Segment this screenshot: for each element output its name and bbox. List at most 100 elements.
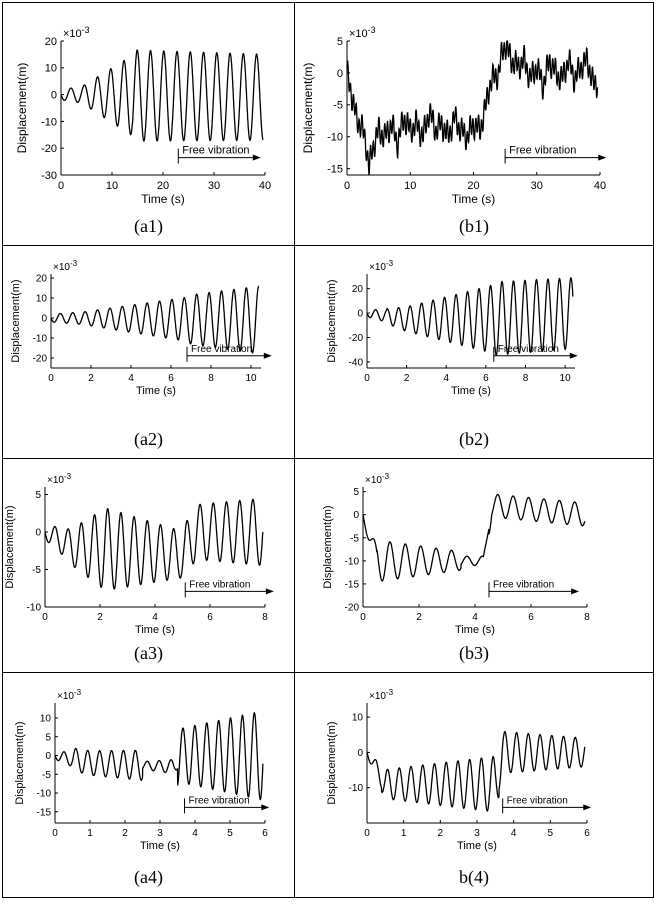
exponent-value: -3 xyxy=(70,259,78,268)
panel-b2: (b2) 0 2 4 6 8 10 -40 -20 0 20 ×10-3 Time (s) Displac… xyxy=(295,246,653,459)
exponent-value: -3 xyxy=(82,25,90,35)
chart-b3: 0 2 4 6 8 -20 -15 -10 -5 0 5 ×10-3 Time (s) Displacem… xyxy=(322,472,590,636)
y-tick-label: 10 xyxy=(45,63,57,75)
chart-a2: 0 2 4 6 8 10 -20 -10 0 10 20 ×10-3 Time (s) Displacem… xyxy=(10,259,272,397)
panel-caption: (a4) xyxy=(134,867,163,887)
x-tick-label: 4 xyxy=(511,828,517,839)
panel-a2: (a2) 0 2 4 6 8 10 -20 -10 0 10 20 ×10-3 Time (s) Displ… xyxy=(3,246,295,459)
panel-caption: b(4) xyxy=(459,867,489,887)
chart-a4: 0 1 2 3 4 5 6 -15 -10 -5 0 5 10 ×10-3 Time (s) Displace… xyxy=(14,688,270,852)
panel-caption: (a2) xyxy=(134,429,163,449)
x-tick-label: 4 xyxy=(152,612,158,623)
x-tick-label: 20 xyxy=(467,180,479,192)
exponent-value: -3 xyxy=(368,25,376,35)
figure-grid: (a1) 0 10 20 30 40 -30 -20 -10 0 10 20 ×10-3 Time (s)… xyxy=(2,2,654,898)
x-tick-label: 10 xyxy=(560,373,572,384)
axis-exponent: ×10-3 xyxy=(349,25,376,40)
y-tick-label: 10 xyxy=(352,713,364,724)
exponent-value: -3 xyxy=(386,259,394,268)
panel-a1: (a1) 0 10 20 30 40 -30 -20 -10 0 10 20 ×10-3 Time (s)… xyxy=(3,3,295,246)
free-vibration-label: Free vibration xyxy=(191,344,252,355)
y-axis-label: Displacement(m) xyxy=(301,63,315,154)
x-tick-label: 30 xyxy=(208,180,220,192)
panel-caption: (b2) xyxy=(459,429,489,449)
y-tick-label: -10 xyxy=(327,132,343,144)
x-tick-label: 2 xyxy=(438,828,444,839)
y-tick-label: -10 xyxy=(37,789,52,800)
y-tick-label: 0 xyxy=(353,510,359,521)
y-axis-label: Displacement(m) xyxy=(322,505,334,588)
x-tick-label: 40 xyxy=(594,180,606,192)
displacement-series-line xyxy=(366,731,586,812)
axis-exponent: ×10-3 xyxy=(63,25,90,40)
y-tick-label: -20 xyxy=(41,143,57,155)
y-axis-label: Displacement(m) xyxy=(326,721,338,804)
y-tick-label: -40 xyxy=(349,357,364,368)
axis-exponent: ×10-3 xyxy=(365,472,390,486)
x-axis-label: Time (s) xyxy=(140,840,180,852)
x-tick-label: 0 xyxy=(344,180,350,192)
y-tick-label: 0 xyxy=(357,748,363,759)
x-tick-label: 4 xyxy=(472,612,478,623)
axis-exponent: ×10-3 xyxy=(47,472,72,486)
displacement-series-line xyxy=(50,285,260,354)
x-axis-label: Time (s) xyxy=(457,840,497,852)
y-tick-label: 0 xyxy=(35,528,41,539)
x-axis-label: Time (s) xyxy=(452,192,496,206)
y-tick-label: 0 xyxy=(41,314,47,325)
arrow-head-icon xyxy=(569,352,578,359)
x-tick-label: 2 xyxy=(88,373,94,384)
panel-b1: (b1) 0 10 20 30 40 -15 -10 -5 0 5 ×10-3 Time (s) Disp… xyxy=(295,3,653,246)
exponent-value: -3 xyxy=(386,688,394,697)
x-tick-label: 10 xyxy=(245,373,257,384)
displacement-series-line xyxy=(44,498,264,590)
panel-caption: (b1) xyxy=(459,216,489,236)
y-tick-label: -15 xyxy=(345,579,360,590)
x-tick-label: 1 xyxy=(87,828,93,839)
x-axis-label: Time (s) xyxy=(135,624,175,636)
x-tick-label: 2 xyxy=(416,612,422,623)
y-tick-label: 0 xyxy=(357,309,363,320)
x-tick-label: 0 xyxy=(48,373,54,384)
x-tick-label: 10 xyxy=(106,180,118,192)
chart-a1: 0 10 20 30 40 -30 -20 -10 0 10 20 ×10-3 Time (s) Disp… xyxy=(15,25,271,206)
y-tick-label: 0 xyxy=(51,89,57,101)
y-tick-label: 0 xyxy=(337,68,343,80)
x-tick-label: 10 xyxy=(404,180,416,192)
axis-exponent: ×10-3 xyxy=(53,259,78,273)
arrow-head-icon xyxy=(598,154,607,161)
y-tick-label: -10 xyxy=(41,116,57,128)
x-tick-label: 0 xyxy=(42,612,48,623)
x-tick-label: 40 xyxy=(259,180,271,192)
y-tick-label: -5 xyxy=(333,100,343,112)
y-tick-label: -20 xyxy=(33,354,48,365)
exponent-value: -3 xyxy=(382,472,390,481)
x-tick-label: 30 xyxy=(531,180,543,192)
x-tick-label: 0 xyxy=(364,828,370,839)
x-axis-label: Time (s) xyxy=(455,624,495,636)
y-tick-label: -5 xyxy=(350,533,359,544)
y-tick-label: -15 xyxy=(327,163,343,175)
x-tick-label: 5 xyxy=(548,828,554,839)
x-tick-label: 2 xyxy=(122,828,128,839)
chart-a3: 0 2 4 6 8 -10 -5 0 5 ×10-3 Time (s) Displacement(m)… xyxy=(4,472,274,636)
x-tick-label: 3 xyxy=(157,828,163,839)
x-tick-label: 6 xyxy=(168,373,174,384)
x-tick-label: 6 xyxy=(584,828,590,839)
x-tick-label: 2 xyxy=(404,373,410,384)
displacement-series-line xyxy=(54,711,264,801)
y-tick-label: -10 xyxy=(27,603,42,614)
y-tick-label: -10 xyxy=(33,334,48,345)
x-tick-label: 8 xyxy=(262,612,268,623)
x-tick-label: 5 xyxy=(227,828,233,839)
y-tick-label: -30 xyxy=(41,170,57,182)
free-vibration-label: Free vibration xyxy=(509,145,576,157)
x-tick-label: 0 xyxy=(58,180,64,192)
y-tick-label: 20 xyxy=(36,274,48,285)
x-tick-label: 6 xyxy=(262,828,268,839)
panel-caption: (b3) xyxy=(459,643,489,663)
panel-b3: (b3) 0 2 4 6 8 -20 -15 -10 -5 0 5 ×10-3 Time (s) Displ… xyxy=(295,459,653,673)
panel-caption: (a1) xyxy=(134,216,163,236)
y-tick-label: 10 xyxy=(40,714,52,725)
x-tick-label: 0 xyxy=(360,612,366,623)
